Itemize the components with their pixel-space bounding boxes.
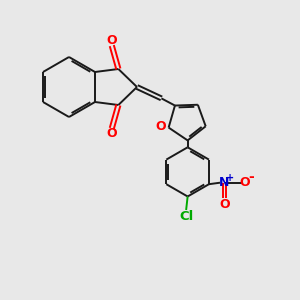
Text: O: O xyxy=(219,198,230,211)
Text: O: O xyxy=(239,176,250,189)
Text: -: - xyxy=(249,170,254,184)
Text: O: O xyxy=(106,127,117,140)
Text: O: O xyxy=(106,34,117,47)
Text: O: O xyxy=(156,121,167,134)
Text: +: + xyxy=(226,172,234,183)
Text: N: N xyxy=(219,176,230,189)
Text: Cl: Cl xyxy=(179,210,193,223)
